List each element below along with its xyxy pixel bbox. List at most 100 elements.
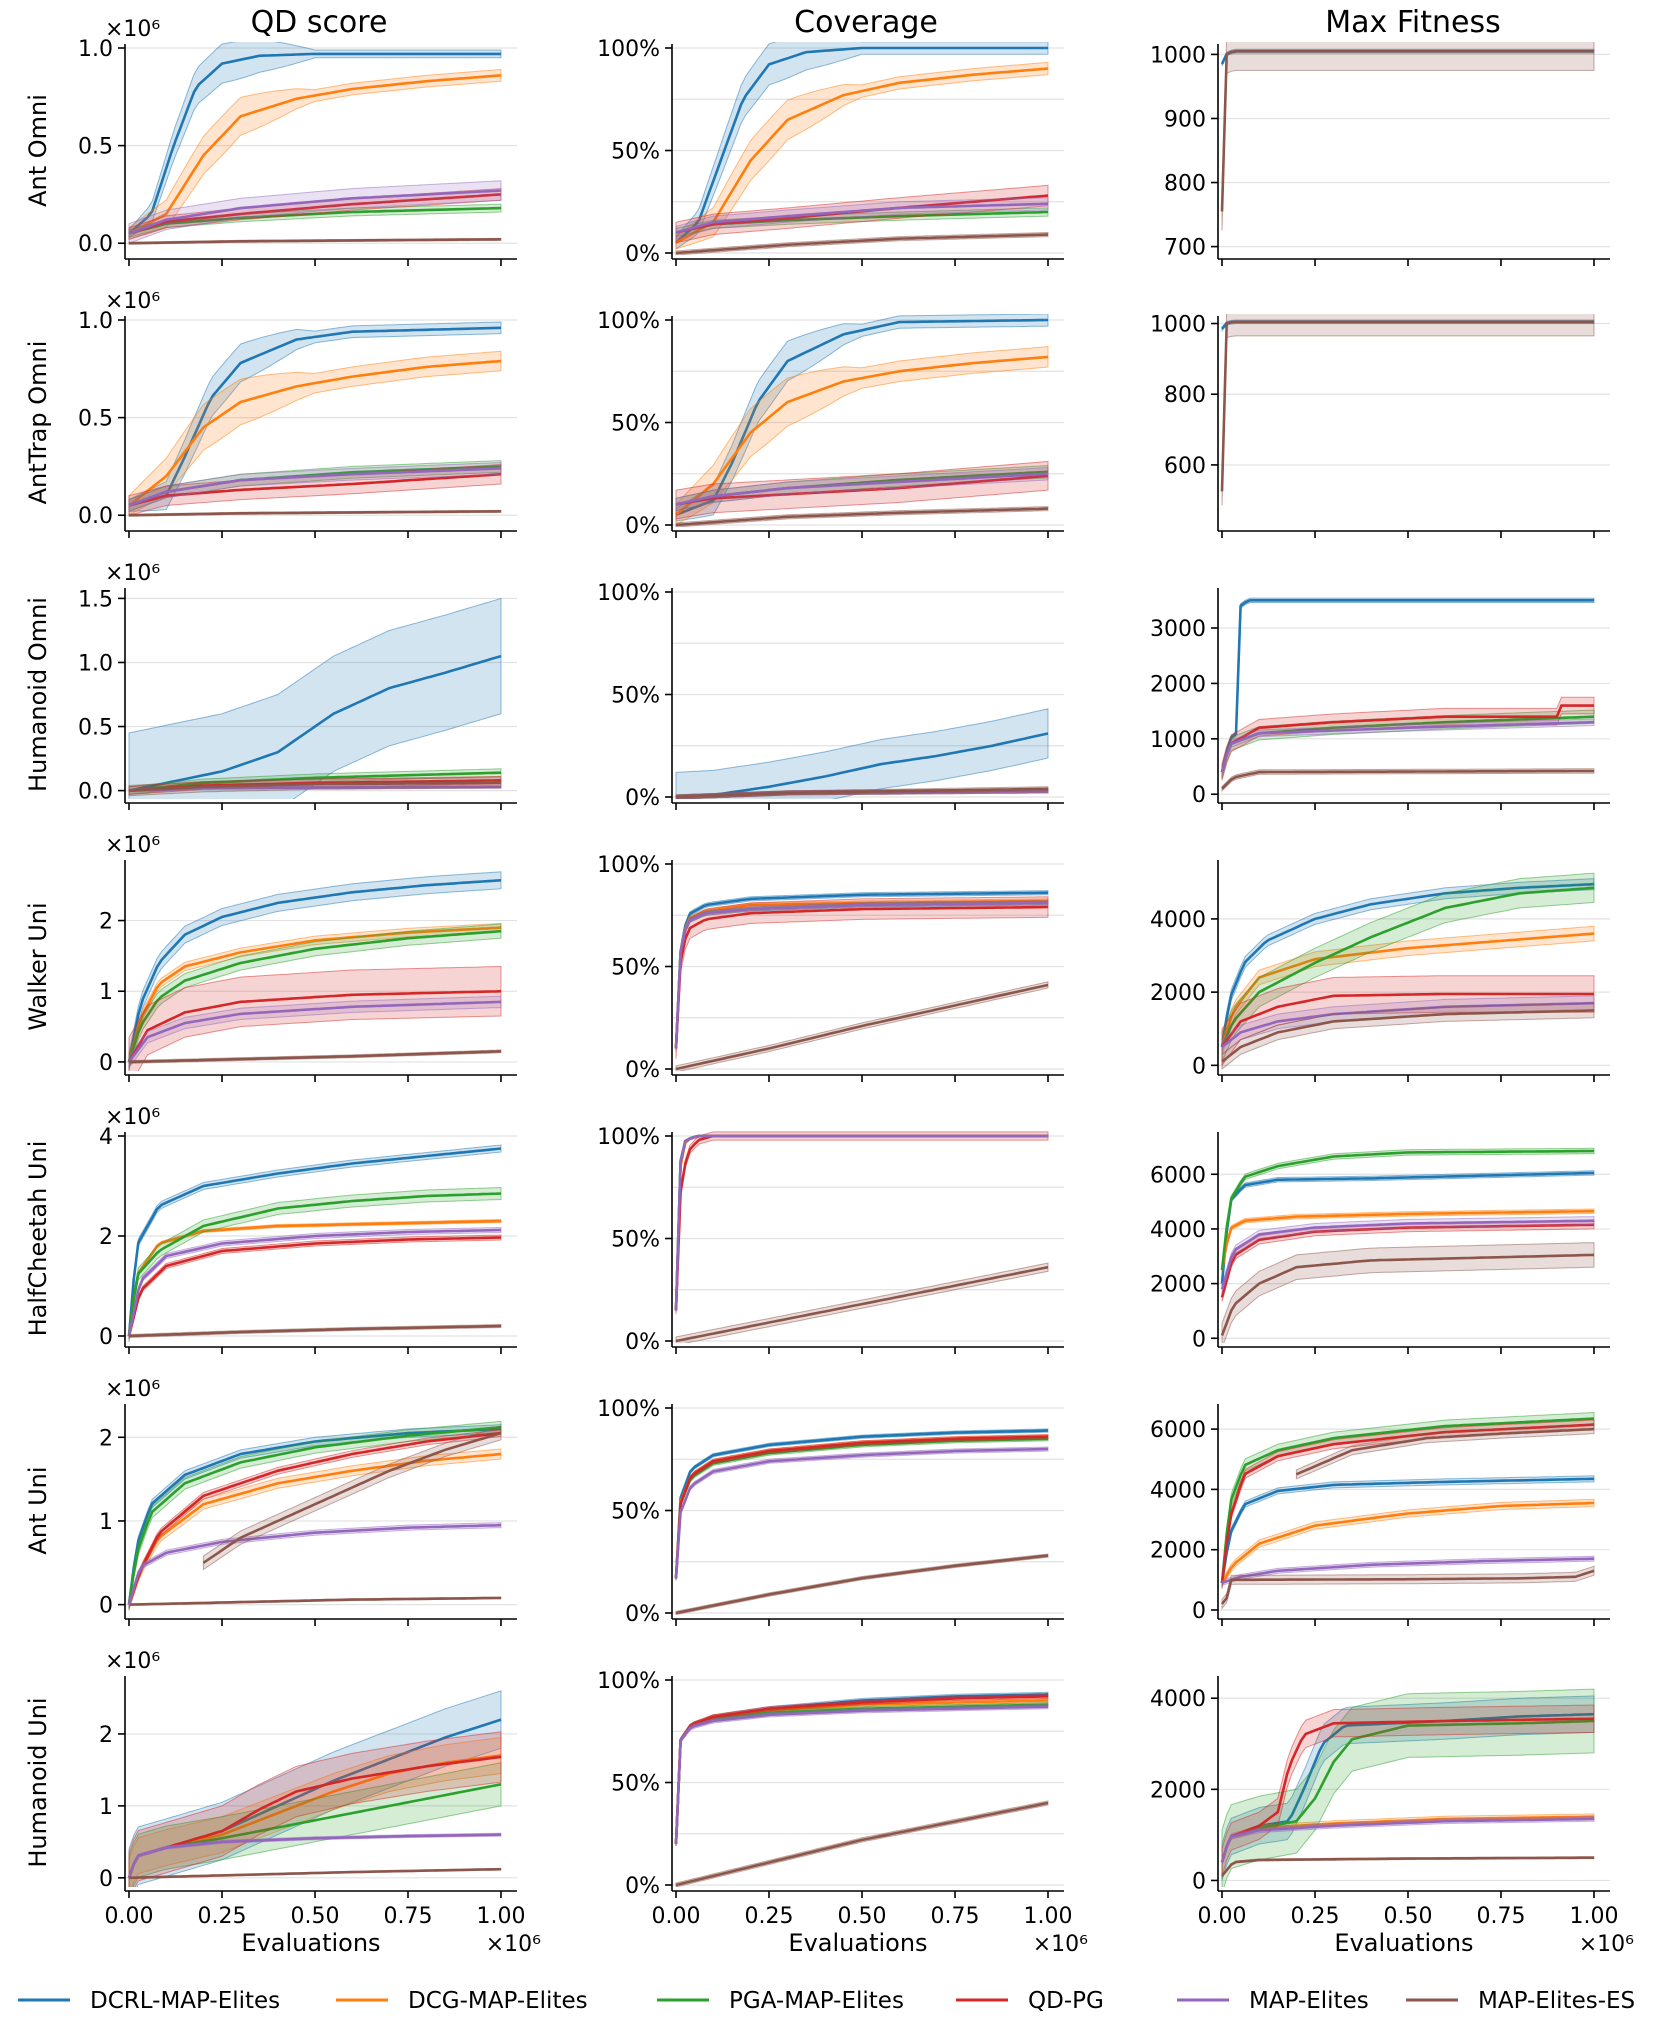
series-line-qdpg (674, 1435, 1049, 1579)
series-line-mapes (1220, 1856, 1594, 1877)
series-band-dcrl (128, 42, 502, 239)
series-band-mapel (675, 1134, 1049, 1312)
series-line-mapes (675, 507, 1049, 527)
y-tick-label: 0% (625, 1874, 660, 1899)
series-line-mapel (127, 1000, 502, 1063)
y-exponent: ×10⁶ (105, 1105, 160, 1130)
legend-item-qdpg: QD-PG (956, 1988, 1104, 2014)
series-line-mapel (127, 1833, 502, 1879)
y-tick-label: 0% (625, 1058, 660, 1083)
series-band-pga (1221, 872, 1595, 1062)
series-line-mapes (1295, 1427, 1595, 1476)
series-group (674, 1428, 1049, 1615)
legend: DCRL-MAP-Elites DCG-MAP-Elites PGA-MAP-Eli… (18, 1988, 1635, 2014)
subplot-fit: 0 2000 4000 (1150, 860, 1610, 1082)
series-band-dcrl (1221, 597, 1595, 775)
subplot-fit: 0 2000 4000 6000 (1150, 1404, 1610, 1626)
y-exponent: ×10⁶ (105, 289, 160, 314)
series-line-dcrl (128, 52, 501, 235)
series-line-pga (128, 206, 502, 235)
subplot-qd: 0.0 0.5 1.0×10⁶ (78, 289, 517, 538)
series-line-dcrl (674, 1429, 1049, 1579)
y-tick-label: 2 (99, 1225, 113, 1250)
series-line-mapes (128, 1324, 502, 1338)
series-line-mapel (674, 1134, 1048, 1311)
y-tick-label: 0.0 (78, 780, 113, 805)
series-line-mapel (674, 1447, 1049, 1579)
series-group (675, 708, 1049, 799)
y-tick-label: 0 (99, 1594, 113, 1619)
series-line-mapel (128, 189, 502, 235)
series-group (674, 1131, 1049, 1343)
y-exponent: ×10⁶ (105, 1649, 160, 1674)
series-line-pga (128, 771, 502, 792)
series-band-mapel (675, 900, 1049, 1051)
series-group (1220, 1411, 1595, 1610)
series-line-mapel (127, 1523, 502, 1605)
series-line-mapes (1221, 1009, 1595, 1063)
y-tick-label: 0% (625, 242, 660, 267)
y-tick-label: 1 (99, 1510, 113, 1535)
x-tick-label: 1.00 (1570, 1904, 1619, 1929)
subplot-cov: 0% 50% 100% (597, 581, 1064, 811)
series-band-pga (675, 1134, 1049, 1312)
y-tick-label: 50% (611, 140, 660, 165)
series-line-qdpg (127, 1236, 502, 1337)
series-band-dcrl (1221, 1475, 1595, 1586)
series-line-dcrl (128, 654, 502, 792)
series-band-mapes (1221, 42, 1595, 231)
series-line-mapes (675, 1801, 1049, 1887)
series-band-mapel (675, 197, 1049, 240)
subplot-qd: 0 1 2 ×10⁶ (99, 833, 517, 1082)
series-line-dcg (675, 355, 1049, 516)
subplot-cov: 0% 50% 100% (597, 1397, 1064, 1627)
series-line-dcrl (1220, 1477, 1595, 1584)
y-tick-label: 0 (1192, 1599, 1206, 1624)
series-band-mapel (1221, 1816, 1595, 1865)
x-exponent: ×10⁶ (1033, 1932, 1088, 1957)
series-band-dcg (675, 1134, 1049, 1312)
y-exponent: ×10⁶ (105, 833, 160, 858)
x-tick-label: 0.75 (384, 1904, 433, 1929)
series-line-qdpg (674, 905, 1049, 1049)
x-tick-label: 0.75 (931, 1904, 980, 1929)
series-line-pga (1220, 886, 1595, 1048)
series-band-dcrl (128, 871, 502, 1071)
series-line-dcrl (1220, 1171, 1595, 1284)
y-tick-label: 50% (611, 1500, 660, 1525)
y-tick-label: 2 (99, 910, 113, 935)
series-band-pga (1221, 1147, 1595, 1273)
y-tick-label: 3000 (1150, 617, 1206, 642)
series-band-dcg (128, 1448, 502, 1610)
series-band-mapel (128, 1522, 502, 1608)
y-tick-label: 2000 (1150, 1539, 1206, 1564)
series-group (127, 1690, 502, 1887)
series-line-dcrl (674, 891, 1049, 1049)
y-exponent: ×10⁶ (105, 561, 160, 586)
row-label: Ant Uni (24, 1466, 52, 1554)
series-band-pga (1221, 1688, 1595, 1887)
y-tick-label: 0 (99, 1867, 113, 1892)
x-tick-label: 0.50 (838, 1904, 887, 1929)
y-tick-label: 2000 (1150, 1778, 1206, 1803)
series-band-dcg (1221, 1498, 1595, 1589)
series-band-qdpg (675, 896, 1049, 1059)
row-label: Humanoid Uni (24, 1697, 52, 1867)
y-tick-label: 50% (611, 1772, 660, 1797)
series-band-mapel (128, 1226, 502, 1339)
series-band-mapel (1221, 1216, 1595, 1294)
subplot-qd: 0.0 0.5 1.0 1.5×10⁶ (78, 561, 517, 810)
row-label: HalfCheetah Uni (24, 1141, 52, 1337)
y-tick-label: 4 (99, 1125, 113, 1150)
x-axis-label: Evaluations (788, 1929, 927, 1957)
series-line-mapes (128, 1050, 502, 1064)
y-exponent: ×10⁶ (105, 1377, 160, 1402)
series-band-mapel (1221, 718, 1595, 776)
subplot-fit: 700 800 900 1000 (1150, 42, 1610, 266)
series-group (127, 1144, 502, 1343)
series-line-mapes (129, 510, 502, 517)
legend-label: DCRL-MAP-Elites (90, 1988, 280, 2014)
series-line-pga (127, 1425, 502, 1605)
y-tick-label: 100% (597, 853, 660, 878)
